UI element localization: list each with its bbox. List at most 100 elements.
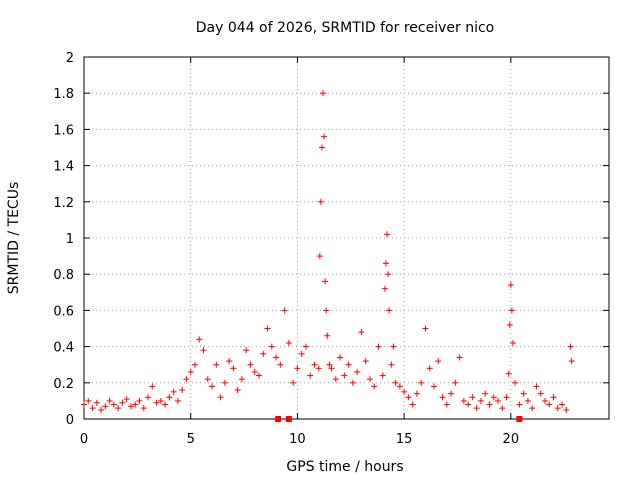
data-point	[337, 354, 344, 361]
data-point	[332, 376, 339, 383]
data-point	[456, 354, 463, 361]
data-point	[516, 401, 523, 408]
axis-marker	[275, 416, 282, 422]
data-point	[174, 397, 181, 404]
data-point	[302, 343, 309, 350]
data-point	[162, 401, 169, 408]
y-tick-label: 1.8	[53, 87, 74, 102]
data-point	[136, 397, 143, 404]
data-point	[140, 405, 147, 412]
y-tick-label: 1	[66, 232, 74, 247]
data-point	[187, 368, 194, 375]
data-point	[362, 358, 369, 365]
y-tick-label: 0.4	[53, 341, 74, 356]
data-point	[358, 329, 365, 336]
data-point	[268, 343, 275, 350]
data-point	[469, 394, 476, 401]
data-point	[382, 260, 389, 267]
data-point	[315, 365, 322, 372]
data-point	[226, 358, 233, 365]
data-point	[326, 361, 333, 368]
data-point	[563, 406, 570, 413]
data-point	[388, 361, 395, 368]
data-point	[452, 379, 459, 386]
data-point	[324, 332, 331, 339]
data-point	[256, 372, 262, 379]
data-point	[477, 397, 484, 404]
data-point	[294, 365, 301, 372]
data-point	[132, 401, 139, 408]
data-point	[106, 397, 113, 404]
data-point	[507, 282, 514, 289]
data-point	[93, 399, 100, 406]
data-point	[375, 343, 382, 350]
data-point	[418, 379, 425, 386]
data-point	[179, 387, 186, 394]
data-point	[506, 321, 513, 328]
y-tick-label: 0.8	[53, 268, 74, 283]
data-point	[473, 405, 480, 412]
data-point	[505, 370, 512, 377]
ticks-layer: 00.20.40.60.811.21.41.61.820 5 10 15 20	[53, 51, 609, 447]
data-point	[166, 394, 173, 401]
data-point	[98, 406, 105, 413]
data-point	[102, 403, 109, 410]
data-point	[273, 354, 280, 361]
data-point	[405, 394, 412, 401]
data-point	[550, 394, 557, 401]
data-point	[379, 372, 386, 379]
data-point	[191, 361, 198, 368]
data-point	[345, 361, 352, 368]
data-point	[213, 361, 220, 368]
data-point	[392, 379, 399, 386]
data-point	[508, 307, 515, 314]
x-tick-label: 10	[289, 432, 306, 447]
data-point	[482, 390, 489, 397]
data-point	[260, 350, 267, 357]
data-point	[520, 390, 527, 397]
data-point	[486, 401, 493, 408]
data-point	[396, 383, 403, 390]
data-point	[285, 339, 292, 346]
data-point	[499, 405, 506, 412]
data-point	[431, 383, 437, 390]
data-point	[386, 307, 393, 314]
data-point	[81, 401, 87, 408]
data-point	[460, 397, 467, 404]
data-point	[439, 394, 446, 401]
data-point	[559, 401, 566, 408]
data-point	[85, 397, 92, 404]
data-point	[200, 347, 207, 354]
data-point	[145, 394, 152, 401]
data-point	[354, 368, 361, 375]
data-point	[509, 339, 516, 346]
data-point	[230, 365, 237, 372]
y-tick-label: 1.4	[53, 160, 74, 175]
y-tick-label: 2	[66, 51, 74, 66]
data-point	[503, 394, 510, 401]
data-point	[529, 405, 536, 412]
chart-title: Day 044 of 2026, SRMTID for receiver nic…	[196, 20, 494, 36]
data-point	[317, 198, 324, 205]
data-point	[247, 361, 254, 368]
data-point	[127, 403, 134, 410]
data-point	[110, 401, 117, 408]
data-point	[537, 390, 544, 397]
data-point	[349, 379, 356, 386]
data-point	[149, 383, 156, 390]
data-point	[533, 383, 540, 390]
data-point	[366, 376, 373, 383]
x-tick-label: 20	[503, 432, 520, 447]
data-point	[554, 405, 561, 412]
data-point	[413, 390, 420, 397]
data-point	[209, 383, 216, 390]
data-point	[316, 253, 323, 260]
data-point	[204, 376, 211, 383]
data-point	[238, 376, 245, 383]
data-point	[243, 347, 250, 354]
data-point	[123, 396, 130, 403]
data-point	[371, 383, 378, 390]
data-point	[170, 388, 177, 395]
data-point	[234, 387, 241, 394]
data-point	[264, 325, 271, 332]
